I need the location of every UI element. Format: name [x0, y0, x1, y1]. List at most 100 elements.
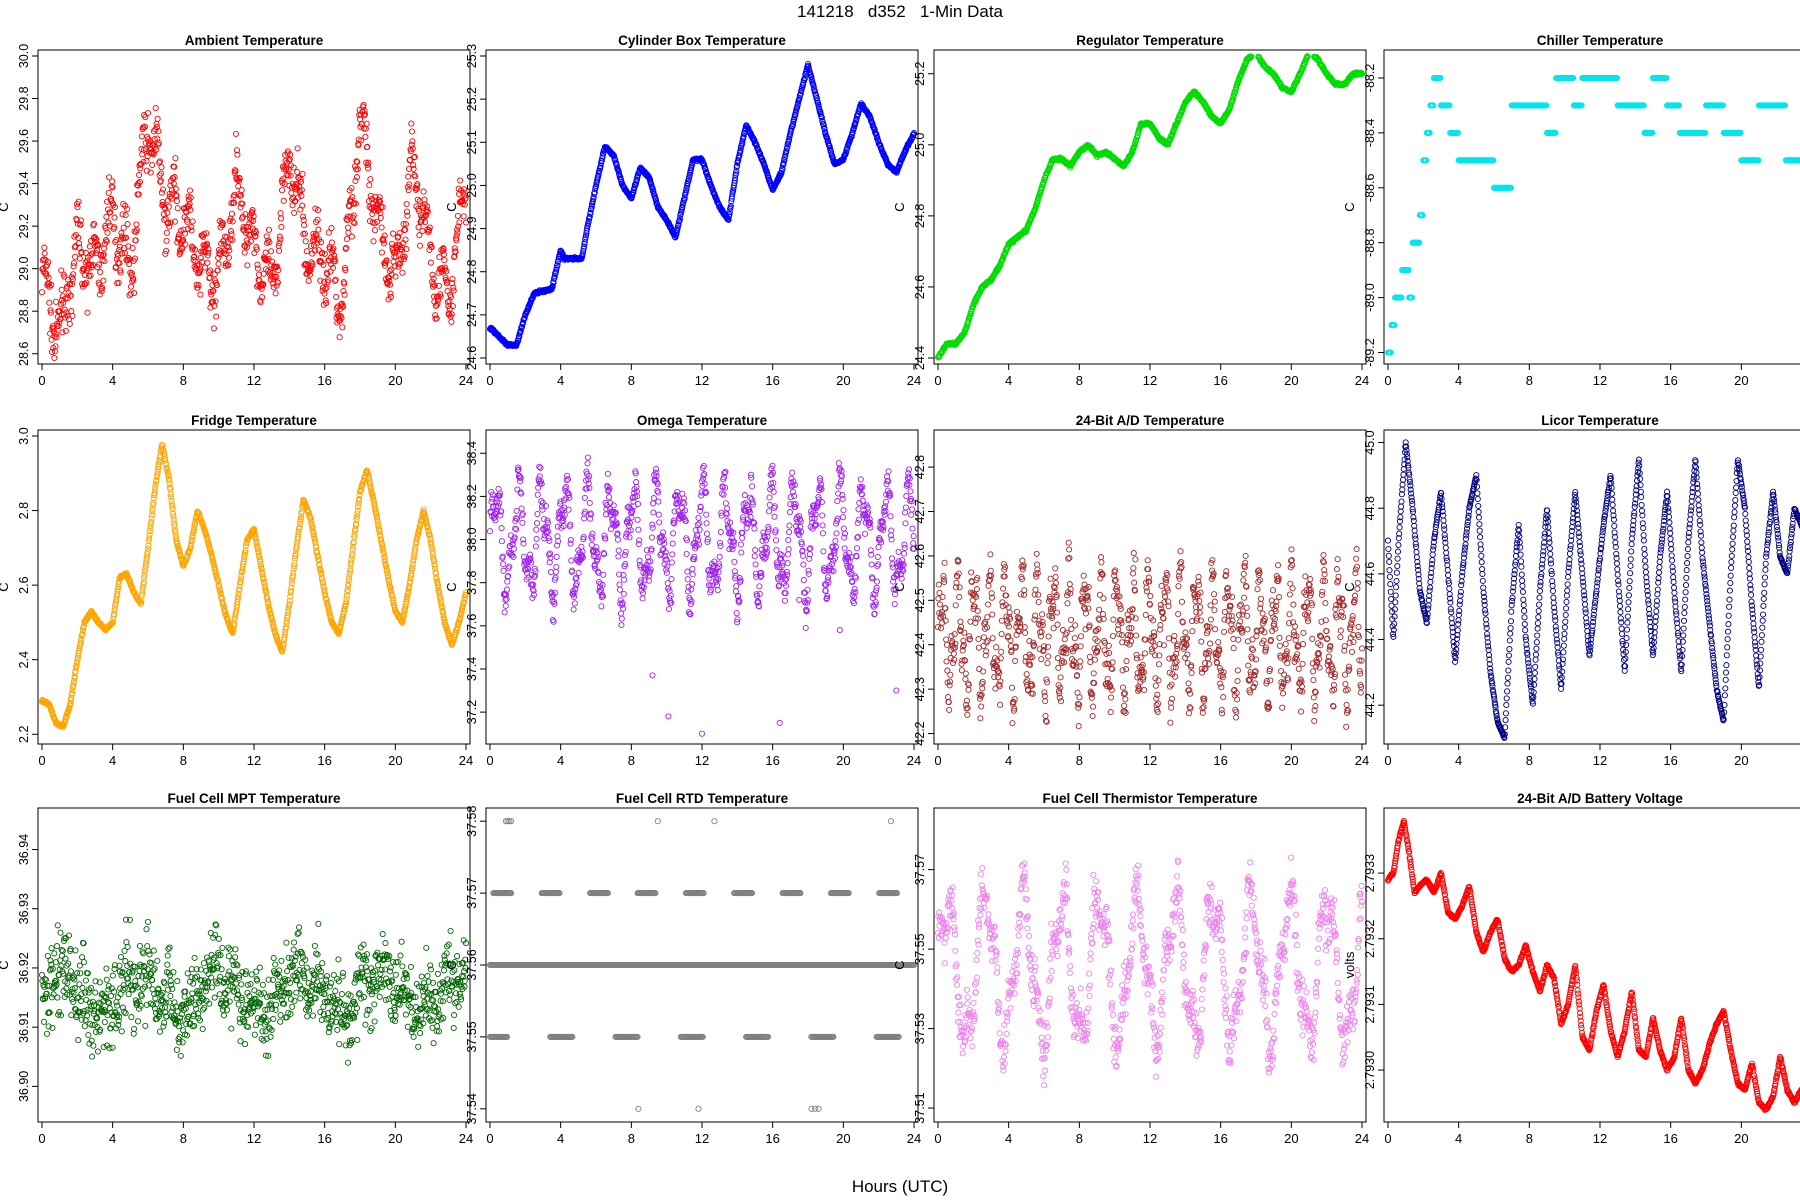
- data-point: [395, 263, 402, 270]
- data-point: [378, 224, 385, 231]
- data-point: [406, 181, 413, 188]
- data-point: [287, 151, 294, 158]
- data-point: [299, 202, 306, 209]
- data-point: [521, 314, 528, 322]
- data-point: [159, 186, 167, 193]
- data-point: [373, 218, 381, 225]
- data-point: [215, 254, 222, 261]
- data-point: [399, 269, 406, 276]
- data-point: [135, 191, 142, 198]
- data-point: [244, 240, 251, 247]
- data-point: [143, 145, 150, 153]
- panel-4: Chiller TemperatureC04812162024-89.2-89.…: [1342, 33, 1800, 388]
- data-point: [239, 200, 246, 207]
- data-point: [434, 300, 441, 307]
- data-point: [277, 215, 285, 222]
- data-point: [105, 219, 112, 226]
- data-point: [205, 249, 212, 256]
- data-point: [158, 189, 165, 196]
- data-point: [387, 293, 394, 300]
- data-point: [408, 120, 415, 127]
- data-point: [127, 290, 134, 297]
- data-point: [400, 256, 407, 263]
- data-point: [298, 192, 305, 199]
- x-tick-label: 24: [907, 373, 921, 388]
- y-tick-label: -88.2: [1363, 64, 1377, 93]
- data-point: [163, 247, 170, 254]
- data-point: [343, 235, 350, 243]
- data-point: [260, 281, 267, 288]
- data-point: [342, 267, 349, 274]
- data-point: [170, 180, 177, 187]
- y-tick-label: 24.6: [913, 275, 927, 299]
- y-axis-label: C: [1342, 202, 1357, 211]
- data-point: [366, 182, 373, 189]
- data-point: [46, 283, 53, 290]
- data-point: [106, 174, 113, 181]
- data-point: [442, 276, 450, 284]
- data-point: [450, 287, 457, 294]
- data-point: [269, 258, 276, 265]
- data-point: [277, 236, 284, 243]
- data-point: [370, 238, 377, 245]
- data-point: [114, 250, 121, 257]
- data-point: [211, 302, 218, 309]
- data-point: [367, 176, 374, 183]
- data-point: [285, 172, 292, 179]
- data-point: [185, 225, 192, 232]
- data-point: [119, 211, 126, 218]
- y-tick-label: 24.7: [465, 303, 479, 327]
- data-point: [169, 190, 176, 197]
- data-point: [383, 257, 390, 264]
- data-point: [215, 260, 222, 267]
- data-point: [452, 248, 459, 255]
- data-point: [450, 284, 457, 291]
- data-point: [431, 282, 438, 289]
- data-point: [254, 265, 261, 272]
- data-point: [229, 236, 236, 244]
- data-point: [113, 237, 120, 244]
- data-point: [163, 229, 170, 236]
- data-point: [397, 260, 404, 267]
- y-tick-label: 24.8: [465, 260, 479, 284]
- data-point: [213, 313, 220, 320]
- data-point: [70, 271, 77, 278]
- data-point: [69, 312, 76, 320]
- data-point: [100, 277, 107, 284]
- data-point: [380, 240, 387, 247]
- data-point: [462, 219, 470, 226]
- data-point: [153, 124, 160, 131]
- data-point: [122, 234, 130, 241]
- data-point: [430, 275, 437, 282]
- data-point: [210, 287, 217, 295]
- data-point: [288, 189, 295, 196]
- data-point: [231, 191, 238, 199]
- data-point: [52, 298, 59, 305]
- data-point: [398, 247, 406, 254]
- data-point: [273, 282, 280, 289]
- y-tick-label: -88.6: [1363, 173, 1377, 202]
- data-point: [408, 128, 416, 135]
- data-point: [420, 204, 427, 211]
- data-point: [177, 227, 184, 234]
- data-point: [349, 194, 356, 201]
- x-tick-label: 20: [1734, 373, 1748, 388]
- data-point: [413, 185, 421, 192]
- data-point: [99, 284, 106, 291]
- data-point: [110, 202, 117, 209]
- data-point: [364, 143, 371, 150]
- data-point: [445, 311, 453, 318]
- data-point: [116, 243, 123, 250]
- y-tick-label: 29.2: [17, 214, 31, 238]
- data-point: [132, 237, 139, 244]
- panel-title: Ambient Temperature: [185, 33, 324, 48]
- y-tick-label: 2.8: [17, 502, 31, 519]
- data-point: [329, 264, 337, 271]
- data-point: [314, 216, 321, 223]
- data-point: [371, 227, 379, 234]
- data-point: [409, 145, 416, 152]
- data-point: [190, 256, 197, 263]
- data-point: [249, 207, 256, 214]
- y-axis-label: C: [0, 202, 11, 211]
- x-tick-label: 8: [1076, 373, 1083, 388]
